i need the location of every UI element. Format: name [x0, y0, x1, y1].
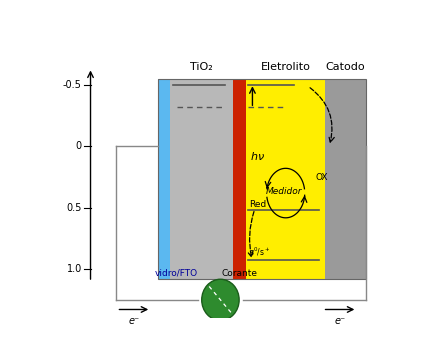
Text: 0.5: 0.5 — [67, 203, 82, 213]
Text: Corante: Corante — [221, 269, 257, 278]
Bar — [158, 79, 366, 279]
Text: Catodo: Catodo — [326, 62, 365, 72]
Text: Red: Red — [249, 200, 266, 209]
Bar — [158, 79, 170, 279]
Text: vidro/FTO: vidro/FTO — [155, 269, 198, 278]
Text: 0: 0 — [76, 141, 82, 151]
Text: OX: OX — [316, 172, 328, 182]
Text: e⁻: e⁻ — [128, 316, 139, 326]
Bar — [246, 79, 325, 279]
Text: $\mathregular{s^0/s^+}$: $\mathregular{s^0/s^+}$ — [249, 246, 270, 258]
Bar — [325, 79, 366, 279]
Bar — [233, 79, 246, 279]
Text: h$\nu$: h$\nu$ — [250, 150, 266, 162]
Text: TiO₂: TiO₂ — [190, 62, 213, 72]
Text: 1.0: 1.0 — [67, 265, 82, 275]
Text: e⁻: e⁻ — [334, 316, 346, 326]
Text: Eletrolito: Eletrolito — [261, 62, 311, 72]
Ellipse shape — [202, 279, 239, 321]
Bar — [170, 79, 233, 279]
Text: -0.5: -0.5 — [63, 80, 82, 90]
Text: Medidor: Medidor — [266, 187, 302, 196]
